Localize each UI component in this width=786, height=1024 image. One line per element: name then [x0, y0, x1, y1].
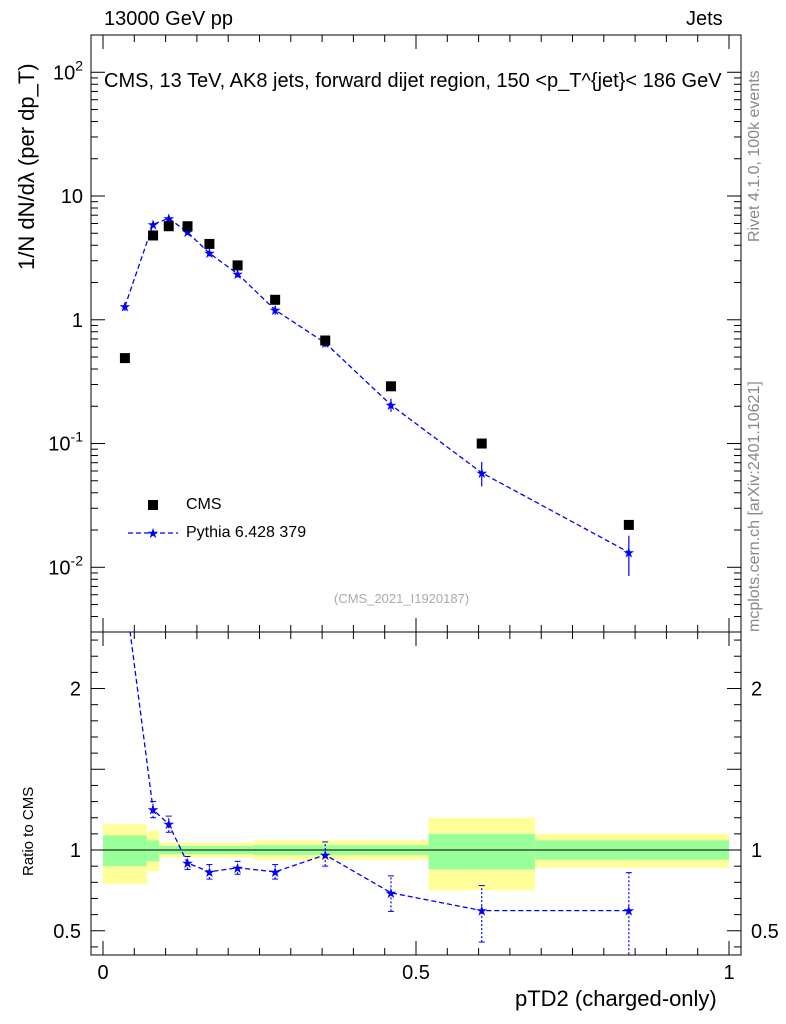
cms-point [476, 438, 487, 449]
ratio-mc-point: ★ [162, 816, 175, 832]
x-tick-label: 1 [723, 962, 734, 984]
ratio-axis-label: Ratio to CMS [20, 786, 37, 876]
x-axis-label: pTD2 (charged-only) [515, 986, 717, 1011]
y-tick-label: 10-1 [48, 429, 83, 456]
ratio-band-inner [103, 835, 147, 867]
ratio-y-tick-label-right: 2 [751, 679, 762, 701]
ratio-series: ★★★★★ ★ ★★★★ ★ [119, 584, 636, 955]
x-tick-label: 0 [97, 962, 108, 984]
ratio-mc-point: ★ [475, 903, 488, 919]
legend-mc-marker: ★ [147, 525, 160, 541]
ratio-mc-point: ★ [623, 903, 636, 919]
cms-point [163, 221, 174, 232]
legend-pythia-label: Pythia 6.428 379 [186, 524, 307, 541]
cms-point [204, 238, 215, 249]
ratio-band-inner [428, 833, 535, 870]
mc-point: ★ [147, 216, 160, 232]
cms-point [119, 353, 130, 364]
header-energy: 13000 GeV pp [104, 8, 233, 30]
y-tick-label: 10 [61, 186, 83, 208]
ratio-plot: 0.5 0.51 12 20 0.5 1★★★★★ ★ ★★★★ ★ [53, 584, 779, 984]
mcplots-label: mcplots.cern.ch [arXiv:2401.10621] [746, 381, 763, 632]
cms-point [270, 294, 281, 305]
ratio-y-tick-label-right: 0.5 [751, 921, 779, 943]
ratio-mc-line [129, 632, 629, 912]
y-tick-label: 102 [53, 57, 83, 84]
ratio-mc-point: ★ [231, 860, 244, 876]
x-tick-label: 0.5 [402, 962, 430, 984]
legend-cms-label: CMS [186, 496, 222, 513]
ratio-mc-point: ★ [385, 885, 398, 901]
mc-point: ★ [385, 397, 398, 413]
cms-point [623, 519, 634, 530]
cms-point [320, 335, 331, 346]
ratio-y-tick-label: 2 [70, 679, 81, 701]
rivet-label: Rivet 4.1.0, 100k events [746, 70, 763, 242]
mc-point: ★ [475, 465, 488, 481]
ratio-mc-point: ★ [203, 864, 216, 880]
ratio-frame [90, 631, 742, 956]
ratio-mc-point: ★ [319, 847, 332, 863]
y-axis-label: 1/N dN/dλ (per dp_T) [14, 63, 39, 270]
mc-point: ★ [269, 302, 282, 318]
ratio-y-tick-label: 0.5 [53, 921, 81, 943]
cms-point [182, 221, 193, 232]
main-frame [90, 34, 742, 633]
cms-point [232, 260, 243, 271]
ratio-mc-point: ★ [119, 584, 132, 600]
analysis-ref: (CMS_2021_I1920187) [334, 591, 470, 606]
ratio-mc-point: ★ [269, 864, 282, 880]
cms-point [385, 381, 396, 392]
y-tick-label: 1 [72, 310, 83, 332]
header-jets: Jets [686, 8, 723, 30]
ratio-y-tick-label: 1 [70, 840, 81, 862]
mc-point: ★ [623, 544, 636, 560]
ratio-band-inner [146, 840, 160, 862]
legend-cms-marker [148, 500, 158, 510]
plot-title: CMS, 13 TeV, AK8 jets, forward dijet reg… [104, 70, 722, 92]
y-tick-label: 10-2 [48, 552, 83, 579]
ratio-mc-point: ★ [181, 855, 194, 871]
ratio-y-tick-label-right: 1 [751, 840, 762, 862]
ratio-mc-point: ★ [147, 802, 160, 818]
mc-point: ★ [119, 299, 132, 315]
mc-point: ★ [203, 245, 216, 261]
cms-point [148, 230, 159, 241]
